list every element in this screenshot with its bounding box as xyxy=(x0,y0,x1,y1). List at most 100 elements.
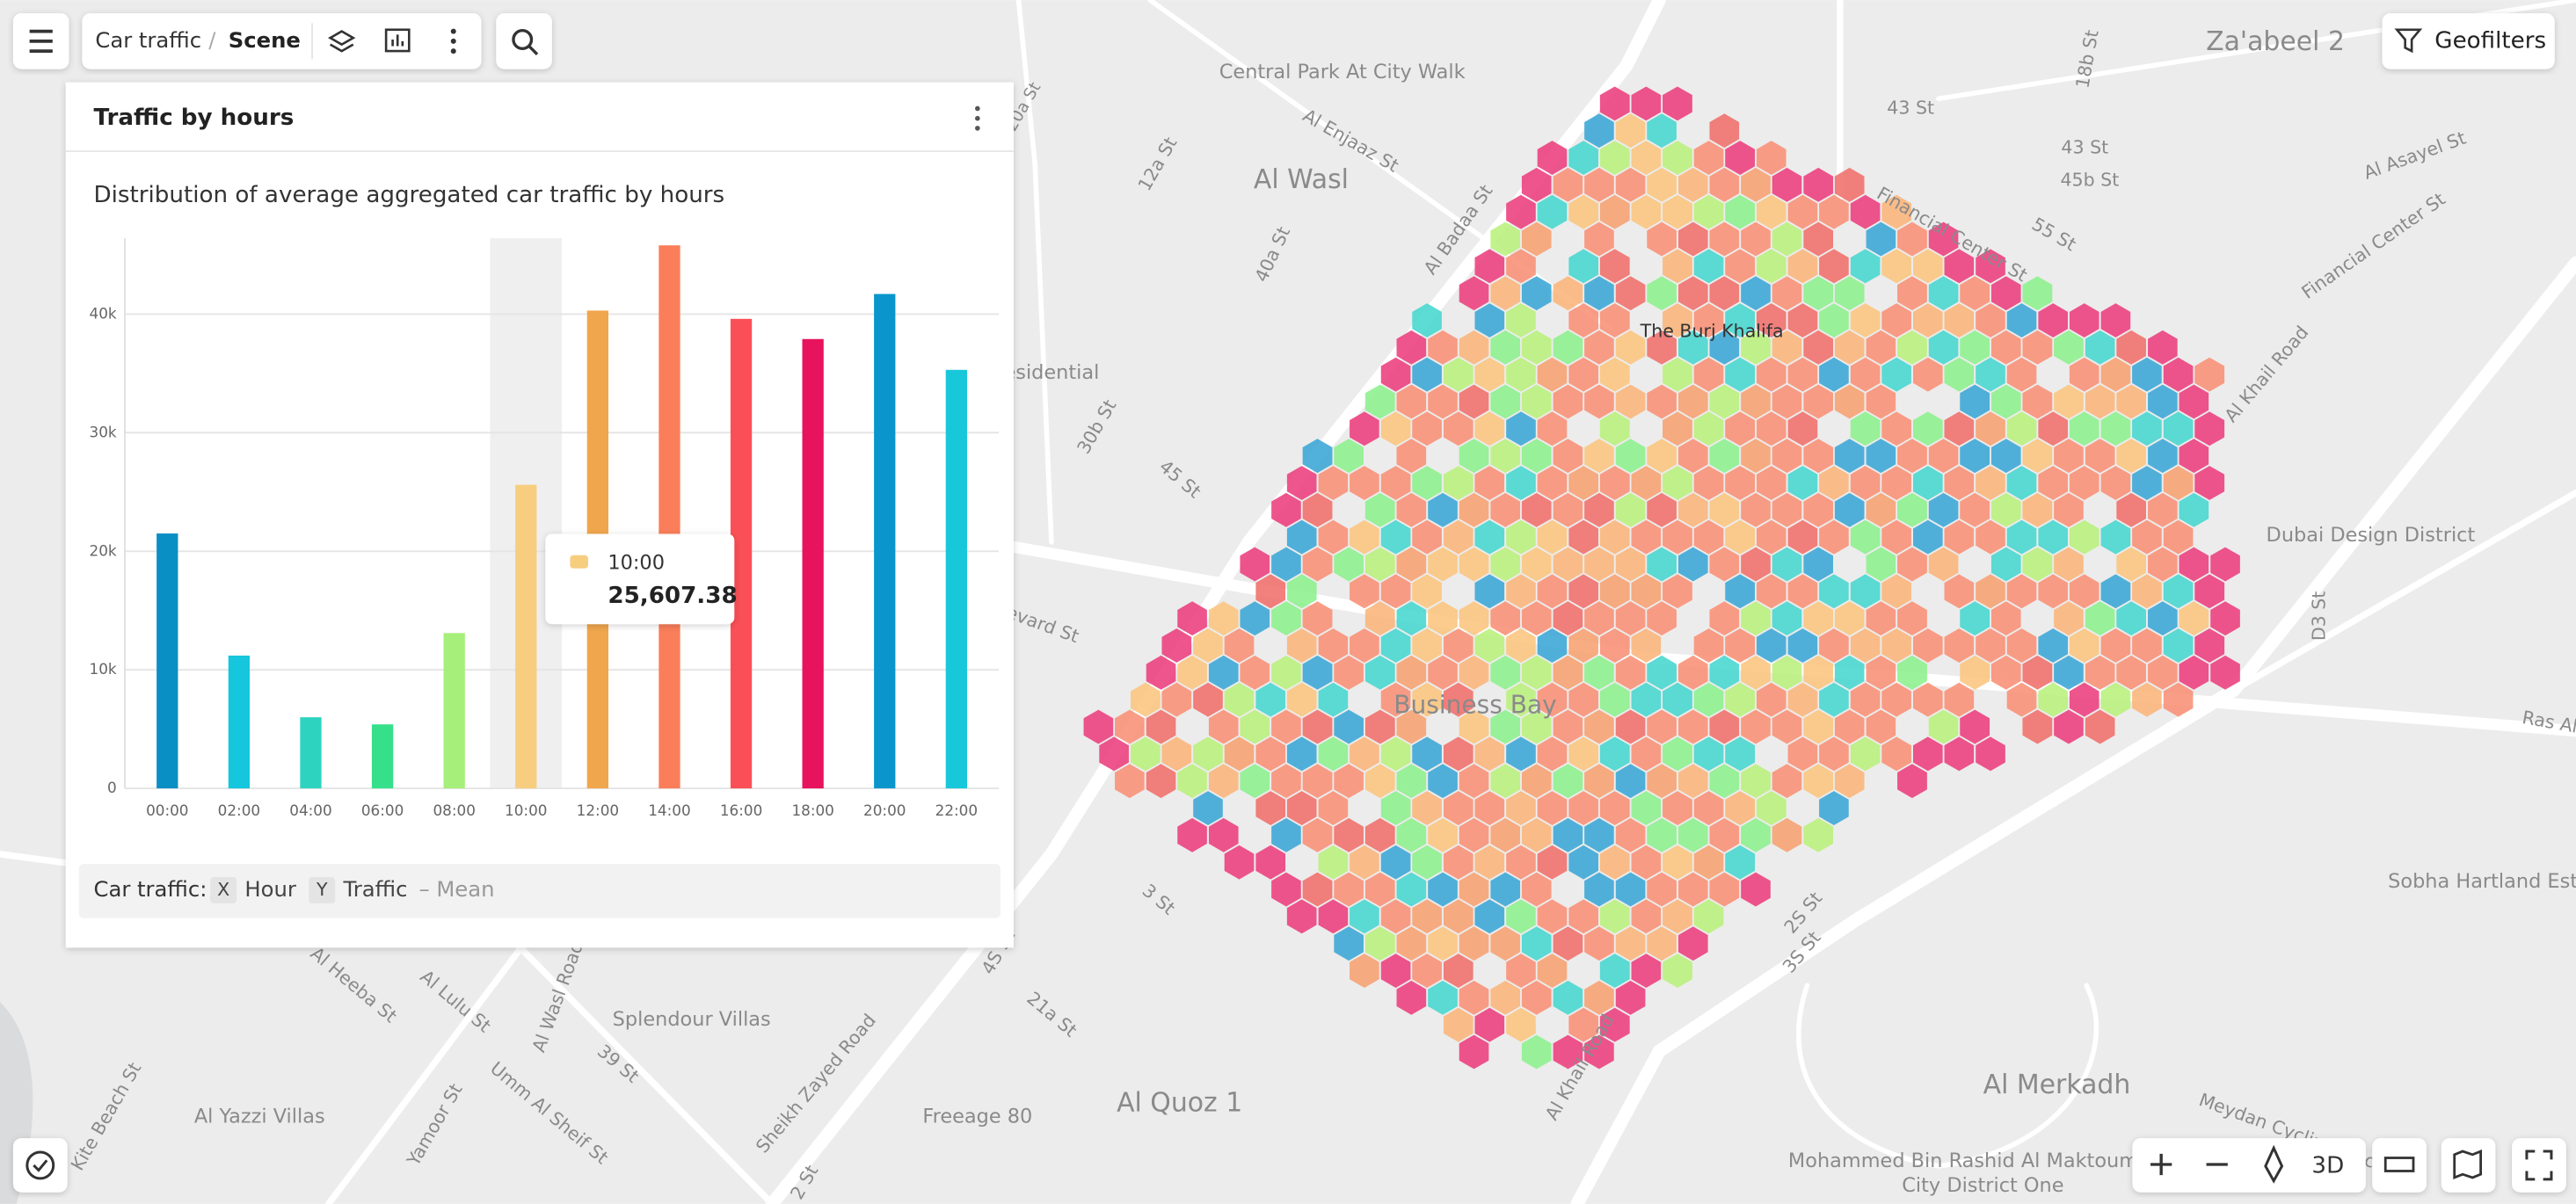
hexagon xyxy=(1240,601,1270,636)
hexagon xyxy=(1944,411,1975,446)
hexagon xyxy=(1709,547,1740,582)
fullscreen-button[interactable] xyxy=(2512,1138,2566,1193)
hexagon xyxy=(2069,411,2099,446)
hexagon xyxy=(1115,764,1145,799)
hexagon xyxy=(1615,872,1646,907)
hexagon xyxy=(1177,655,1207,690)
hexagon xyxy=(1459,384,1489,419)
hexagon xyxy=(1506,1007,1536,1042)
hexagon xyxy=(2100,303,2131,337)
hexagon xyxy=(1928,547,1959,582)
hexagon xyxy=(1364,709,1395,744)
hexagon xyxy=(2038,466,2069,500)
hexagon xyxy=(2006,357,2037,392)
hexagon xyxy=(1271,872,1301,907)
x-tick-label: 02:00 xyxy=(218,801,260,819)
hexagon xyxy=(1881,574,1911,609)
compass-button[interactable] xyxy=(2264,1144,2284,1184)
hexagon xyxy=(1663,86,1692,121)
hexagon xyxy=(1756,303,1786,337)
hexagon xyxy=(2006,574,2037,609)
hexagon xyxy=(1130,682,1161,717)
hexagon xyxy=(2179,547,2209,582)
hexagon xyxy=(1741,384,1771,419)
y-tick-label: 30k xyxy=(90,423,117,440)
hexagon xyxy=(1850,466,1881,500)
hexagon xyxy=(1474,303,1505,337)
widget-menu-button[interactable] xyxy=(975,105,980,131)
hexagon xyxy=(2163,682,2194,717)
hexagon xyxy=(1881,303,1911,337)
hexagon xyxy=(1396,872,1427,907)
hexagon xyxy=(1428,547,1458,582)
map-label: Al Merkadh xyxy=(1983,1070,2131,1100)
view-3d-button[interactable]: 3D xyxy=(2311,1152,2344,1179)
x-axis-name: Hour xyxy=(244,876,296,902)
map-label: Splendour Villas xyxy=(613,1008,771,1031)
hexagon xyxy=(2148,655,2178,690)
hexagon xyxy=(2179,439,2209,474)
hexagon xyxy=(1866,221,1896,257)
hexagon xyxy=(1677,276,1708,311)
hexagon xyxy=(1725,574,1756,609)
hexagon xyxy=(1584,817,1614,852)
hexagon xyxy=(1960,601,1990,636)
hexagon xyxy=(1521,655,1552,690)
hexagon xyxy=(1380,682,1411,717)
hexagon xyxy=(1741,492,1771,527)
hexagon xyxy=(1647,276,1677,311)
hexagon xyxy=(1599,682,1630,717)
hexagon xyxy=(1615,167,1646,202)
hexagon xyxy=(1897,601,1927,636)
breadcrumb-item[interactable]: Scene xyxy=(229,27,301,53)
search-button[interactable] xyxy=(496,13,552,69)
hexagon xyxy=(2148,384,2178,419)
hexagon xyxy=(1677,384,1708,419)
hexagon xyxy=(1318,466,1349,500)
hexagon xyxy=(1521,439,1552,474)
hexagon xyxy=(1803,221,1834,257)
hexagon xyxy=(1568,466,1598,500)
hexagon xyxy=(1350,466,1379,500)
breadcrumb-item[interactable]: Car traffic xyxy=(95,27,201,53)
ruler-button[interactable] xyxy=(2372,1138,2427,1193)
hexagon xyxy=(1677,330,1708,365)
history-icon xyxy=(25,1150,55,1180)
hexagon xyxy=(1490,547,1521,582)
hexagon xyxy=(1568,682,1598,717)
hexagon xyxy=(2100,519,2131,555)
hexagon xyxy=(1663,141,1692,175)
hexagon xyxy=(2132,682,2162,717)
hexagon xyxy=(1364,872,1395,907)
history-button[interactable] xyxy=(12,1138,68,1193)
hexagon xyxy=(1741,221,1771,257)
hexagon xyxy=(1881,682,1911,717)
hexagon xyxy=(2054,709,2084,744)
more-button[interactable] xyxy=(450,28,456,54)
hexagon xyxy=(1850,574,1881,609)
hexagon xyxy=(1506,845,1536,880)
hexagon xyxy=(2100,682,2131,717)
zoom-in-button[interactable] xyxy=(2150,1153,2172,1176)
geofilters-button[interactable] xyxy=(2382,13,2555,69)
hexagon xyxy=(1663,845,1692,880)
hexagon xyxy=(1161,628,1192,663)
layers-button[interactable] xyxy=(327,30,356,53)
basemap-button[interactable] xyxy=(2441,1138,2496,1193)
widgets-button[interactable] xyxy=(384,28,411,53)
hexagon xyxy=(1772,655,1802,690)
hexagon xyxy=(1474,411,1505,446)
hexagon xyxy=(1850,736,1881,772)
hexagon xyxy=(1396,492,1427,527)
hexagon xyxy=(1615,492,1646,527)
hexagon xyxy=(1364,655,1395,690)
hexagon xyxy=(2163,466,2194,500)
hexagon xyxy=(1506,574,1536,609)
geofilters-label: Geofilters xyxy=(2434,27,2546,54)
hexagon xyxy=(1521,221,1552,257)
hexagon xyxy=(1443,845,1474,880)
hexagon xyxy=(2163,628,2194,663)
hexagon xyxy=(1772,330,1802,365)
hexagon xyxy=(2210,655,2240,690)
hexagon xyxy=(1787,249,1818,284)
